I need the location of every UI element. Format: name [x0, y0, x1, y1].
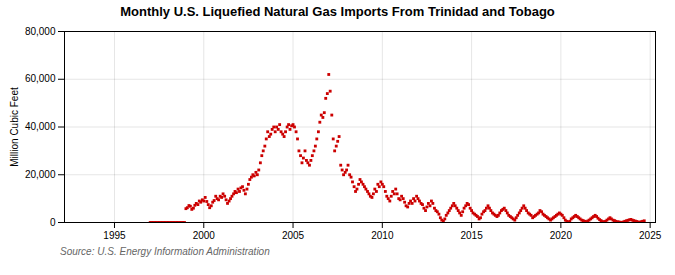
svg-text:2005: 2005	[282, 230, 305, 241]
svg-text:1995: 1995	[103, 230, 126, 241]
svg-text:0: 0	[50, 217, 56, 228]
svg-text:20,000: 20,000	[25, 169, 56, 180]
svg-text:Million Cubic Feet: Million Cubic Feet	[9, 87, 20, 167]
svg-text:2025: 2025	[639, 230, 662, 241]
svg-text:2000: 2000	[193, 230, 216, 241]
svg-text:2010: 2010	[371, 230, 394, 241]
svg-text:40,000: 40,000	[25, 121, 56, 132]
html-text:Source: U.S. Energy Informatio: Source: U.S. Energy Information Administ…	[60, 246, 270, 257]
svg-text:2020: 2020	[550, 230, 573, 241]
svg-text:2015: 2015	[460, 230, 483, 241]
html-text:Monthly U.S. Liquefied Natural: Monthly U.S. Liquefied Natural Gas Impor…	[120, 4, 555, 19]
svg-text:60,000: 60,000	[25, 73, 56, 84]
svg-text:80,000: 80,000	[25, 26, 56, 37]
